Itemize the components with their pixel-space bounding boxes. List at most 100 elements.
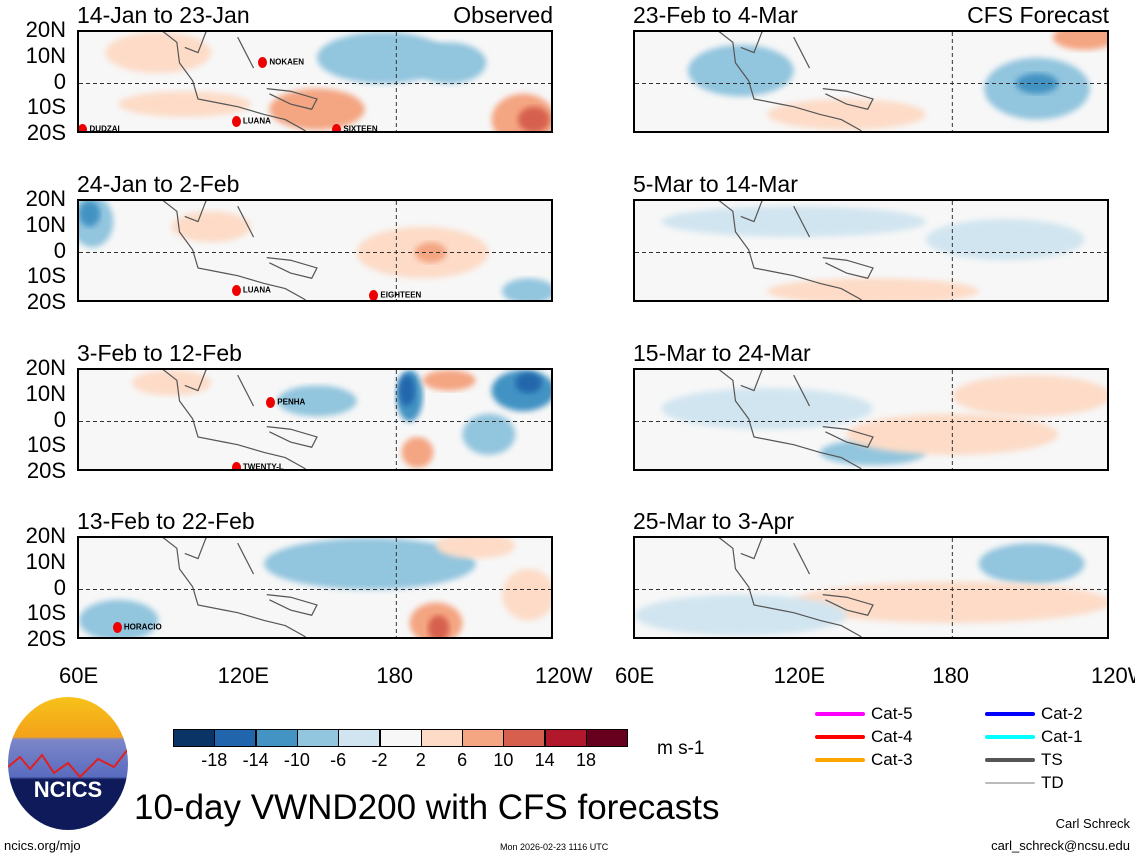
coastline [266, 88, 318, 110]
y-tick-label: 0 [53, 237, 66, 263]
storm-track: TWENTY-L [231, 461, 284, 469]
colorbar-swatch [173, 729, 215, 747]
footer-url: ncics.org/mjo [4, 838, 81, 853]
y-tick-label: 20S [26, 458, 66, 483]
anomaly-contour [517, 106, 550, 131]
y-tick-label: 10N [25, 211, 66, 237]
coastline [237, 36, 255, 69]
ncics-logo: NCICS [8, 697, 128, 830]
panel-title: 25-Mar to 3-Apr [633, 508, 795, 534]
coastline [740, 201, 764, 223]
footer-timestamp: Mon 2026-02-23 1116 UTC [500, 842, 609, 852]
hurricane-icon [231, 116, 241, 128]
anomaly-contour [131, 370, 212, 396]
colorbar-label: -14 [242, 750, 269, 770]
map-panel [633, 368, 1109, 471]
storm-name: NOKAEN [269, 57, 305, 67]
colorbar-label: 14 [534, 750, 555, 770]
y-tick-label: 20S [26, 120, 66, 145]
storm-name: EIGHTEEN [380, 290, 422, 300]
y-tick-label: 20S [26, 289, 66, 314]
y-tick-label: 10S [26, 263, 66, 289]
y-tick-label: 10N [25, 42, 66, 68]
y-tick-label: 0 [53, 68, 66, 94]
colorbar-swatch [544, 729, 587, 747]
colorbar-swatch [296, 729, 339, 747]
anomaly-contour [515, 372, 542, 394]
panel-title: 15-Mar to 24-Mar [633, 340, 811, 366]
colorbar-label: 10 [493, 750, 514, 770]
legend-line-swatch [985, 758, 1035, 762]
storm-name: LUANA [242, 285, 271, 295]
colorbar-swatch [462, 729, 505, 747]
coastline [162, 370, 307, 469]
anomaly-contour [428, 615, 450, 637]
legend-label: Cat-3 [871, 750, 913, 769]
map-panel [633, 30, 1109, 133]
panel-tag: CFS Forecast [967, 2, 1109, 28]
anomaly-contour [79, 201, 101, 227]
anomaly-contour [277, 385, 357, 417]
legend-label: TS [1041, 750, 1063, 769]
y-tick-label: 10S [26, 600, 66, 626]
coastline [740, 370, 764, 392]
y-tick-label: 10S [26, 94, 66, 120]
anomaly-contour [502, 568, 551, 621]
hurricane-icon [112, 622, 122, 634]
coastline [237, 205, 255, 238]
panel-title: 3-Feb to 12-Feb [77, 340, 242, 366]
x-tick-label: 120E [217, 663, 270, 688]
coastline [822, 257, 874, 279]
coastline [718, 370, 863, 469]
anomaly-contour [661, 388, 873, 430]
anomaly-contour [767, 98, 926, 130]
legend-item: TD [985, 773, 1064, 793]
coastline [184, 201, 208, 223]
y-tick-label: 20N [25, 186, 66, 211]
storm-track: PENHA [266, 397, 305, 409]
y-tick-label: 10N [25, 380, 66, 406]
legend-label: Cat-2 [1041, 704, 1083, 723]
anomaly-contour [767, 278, 979, 300]
anomaly-contour [118, 91, 251, 117]
panel-title: 5-Mar to 14-Mar [633, 171, 798, 197]
anomaly-contour [925, 219, 1085, 261]
footer-author: Carl Schreck [1055, 816, 1130, 831]
hurricane-icon [332, 123, 342, 131]
anomaly-contour [269, 88, 365, 130]
legend-line-swatch [985, 735, 1035, 739]
y-tick-label: 20N [25, 523, 66, 548]
x-tick-label: 180 [376, 663, 414, 688]
x-tick-label: 120W [1091, 663, 1135, 688]
legend-label: Cat-1 [1041, 727, 1083, 746]
colorbar-units: m s-1 [657, 738, 705, 759]
x-tick-label: 60E [615, 663, 655, 688]
anomaly-contour [661, 206, 926, 238]
storm-name: SIXTEEN [343, 124, 378, 133]
coastline [822, 88, 874, 110]
colorbar-swatch [503, 729, 546, 747]
anomaly-contour [1052, 32, 1107, 51]
coastline [162, 32, 307, 131]
legend-item: TS [985, 750, 1063, 770]
map-panel: NOKAEN LUANA DUDZAI SIXTEEN [77, 30, 553, 133]
anomaly-contour [978, 543, 1085, 585]
hurricane-icon [266, 397, 276, 409]
hurricane-icon [231, 461, 241, 469]
storm-track: SIXTEEN [332, 123, 378, 133]
legend-item: Cat-5 [815, 704, 913, 724]
legend-line-swatch [815, 712, 865, 716]
colorbar-swatch [338, 729, 381, 747]
coastline [184, 370, 208, 392]
coastline [162, 201, 307, 300]
hurricane-icon [231, 285, 241, 297]
colorbar-label: -10 [283, 750, 310, 770]
colorbar-swatch [214, 729, 257, 747]
coastline [740, 32, 764, 54]
coastline [793, 542, 811, 575]
anomaly-contour [502, 278, 551, 300]
legend-line-swatch [815, 758, 865, 762]
coastline [266, 594, 318, 616]
colorbar-swatch [420, 729, 463, 747]
coastline [162, 538, 307, 637]
